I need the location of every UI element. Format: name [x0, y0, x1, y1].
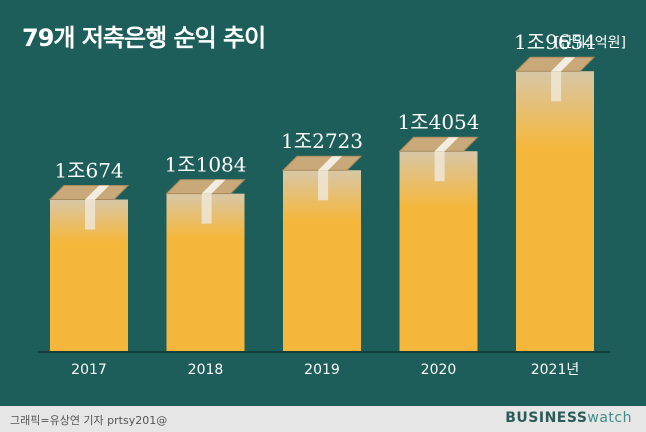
- x-tick-2021년: 2021년: [531, 362, 580, 378]
- data-label-2020: 1조4054: [397, 110, 479, 134]
- bar-chart: 1조674 2017 1조1084 2018 1조2723 2019 1조4054 2020 1…: [38, 30, 610, 378]
- x-tick-2020: 2020: [421, 362, 457, 378]
- bar-band-2021년: [551, 57, 576, 72]
- chart-title: 79개 저축은행 순익 추이: [22, 24, 266, 52]
- bar-2020: [399, 151, 478, 352]
- bar-strap-2021년: [551, 71, 562, 102]
- bar-strap-2018: [201, 193, 212, 224]
- bar-strap-2017: [85, 199, 96, 230]
- bar-band-2020: [434, 137, 459, 152]
- bar-2021년: [516, 71, 594, 352]
- x-tick-2018: 2018: [188, 362, 224, 378]
- data-label-2021년: 1조9654: [514, 30, 596, 54]
- x-tick-2019: 2019: [304, 362, 340, 378]
- footer-bar: 그래픽=유상연 기자 prtsy201@ BUSINESSwatch: [0, 406, 646, 432]
- bar-2019: [283, 170, 361, 352]
- brand-logo: BUSINESSwatch: [505, 410, 632, 426]
- bar-strap-2020: [434, 151, 445, 182]
- data-label-2017: 1조674: [54, 159, 123, 183]
- bar-strap-2019: [318, 170, 329, 201]
- bar-band-2018: [201, 179, 226, 194]
- bar-band-2017: [85, 185, 110, 200]
- data-label-2018: 1조1084: [164, 153, 246, 177]
- unit-label: [단위: 억원]: [554, 35, 626, 51]
- graphic-credit: 그래픽=유상연 기자 prtsy201@: [10, 414, 168, 427]
- bar-band-2019: [318, 156, 343, 171]
- data-label-2019: 1조2723: [281, 129, 363, 153]
- x-tick-2017: 2017: [71, 362, 107, 378]
